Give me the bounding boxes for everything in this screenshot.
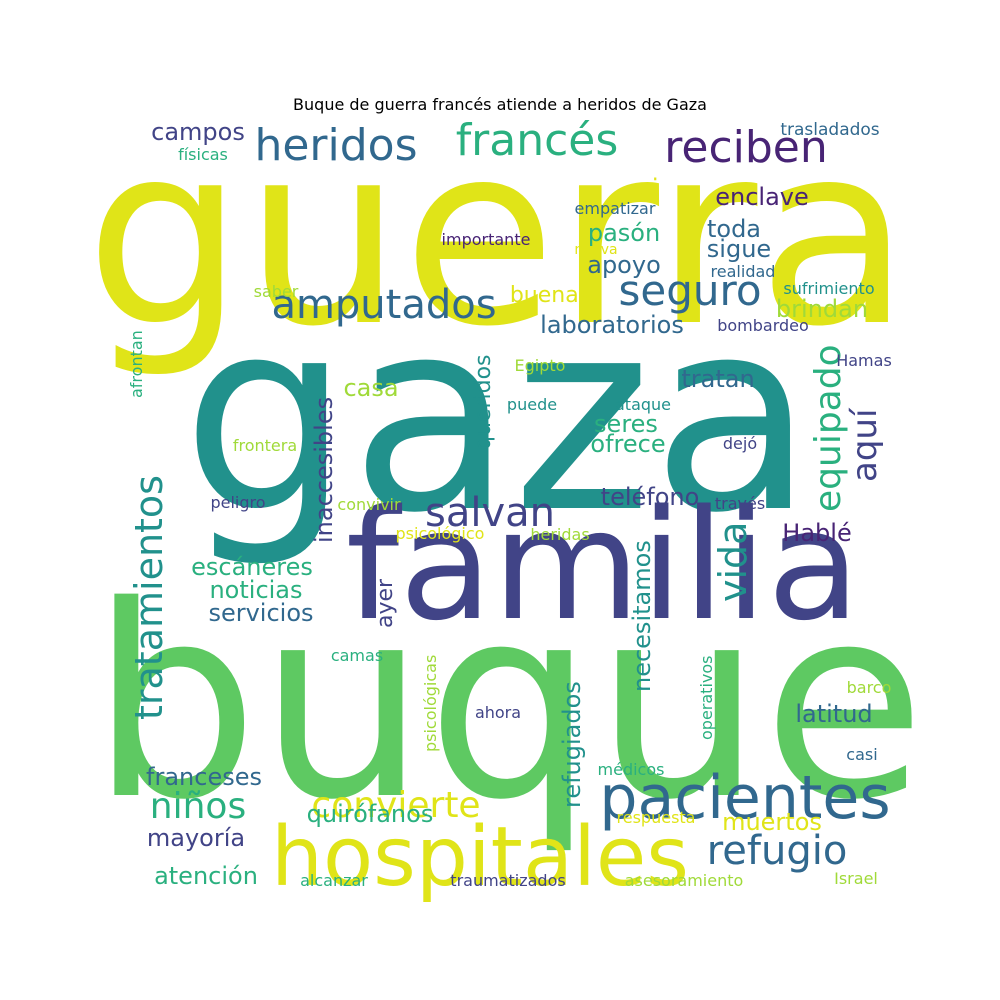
word-12: salvan <box>425 490 555 536</box>
word-16: refugio <box>707 828 848 874</box>
word-21: trasladados <box>780 120 879 140</box>
word-33: buenas <box>510 283 590 308</box>
word-25: toda <box>707 215 761 243</box>
word-64: psicológicas <box>421 655 440 752</box>
word-18: niños <box>150 786 246 827</box>
word-62: servicios <box>208 599 313 627</box>
word-38: bombardeo <box>717 316 809 335</box>
word-60: ayer <box>373 578 398 628</box>
word-81: Israel <box>834 869 878 888</box>
word-41: Egipto <box>515 356 566 375</box>
word-54: través <box>715 494 765 513</box>
word-11: tratamientos <box>127 475 171 720</box>
word-57: Hablé <box>782 519 851 547</box>
word-44: tratan <box>681 365 754 393</box>
word-50: dejó <box>723 434 757 453</box>
word-42: Hamas <box>836 351 892 370</box>
word-27: importante <box>442 230 531 249</box>
word-55: psicológico <box>396 524 485 543</box>
word-24: empatizar <box>575 199 656 218</box>
word-10: seguro <box>618 266 761 315</box>
word-76: mayoría <box>147 824 245 852</box>
word-59: noticias <box>209 576 302 604</box>
word-46: ataque <box>615 395 671 414</box>
word-80: asesoramiento <box>625 871 744 890</box>
word-73: quirófanos <box>307 800 434 828</box>
word-23: enclave <box>715 183 809 211</box>
word-39: inaccesibles <box>310 397 338 543</box>
word-74: muertos <box>722 808 822 836</box>
word-52: teléfono <box>601 483 700 511</box>
word-29: sigue <box>707 235 771 263</box>
word-58: escáneres <box>191 553 313 581</box>
word-15: aquí <box>845 407 885 482</box>
word-67: barco <box>847 678 892 697</box>
word-19: campos <box>151 118 245 146</box>
word-47: seres <box>594 410 658 438</box>
word-45: puede <box>507 395 557 414</box>
word-34: sufrimiento <box>783 279 874 298</box>
word-49: frontera <box>233 436 297 455</box>
word-9: amputados <box>271 282 496 328</box>
word-68: latitud <box>795 700 872 728</box>
word-36: afrontan <box>127 330 146 398</box>
word-78: alcanzar <box>300 871 368 890</box>
word-32: saber <box>254 282 299 301</box>
word-63: camas <box>331 646 383 665</box>
word-31: realidad <box>711 262 776 281</box>
word-1: gaza <box>182 263 814 571</box>
word-5: pacientes <box>599 763 890 833</box>
word-72: franceses <box>146 763 262 791</box>
word-37: laboratorios <box>540 311 684 339</box>
word-56: heridas <box>530 525 589 544</box>
word-14: vida <box>711 522 755 602</box>
word-71: médicos <box>598 760 665 779</box>
word-17: convierte <box>311 785 480 826</box>
word-0: guerra <box>85 90 910 381</box>
word-35: brindan <box>776 295 868 323</box>
word-70: casi <box>846 745 877 764</box>
word-22: si <box>639 174 658 202</box>
word-65: refugiados <box>558 681 586 808</box>
word-66: operativos <box>697 656 716 740</box>
word-13: equipado <box>808 344 849 512</box>
word-3: familia <box>346 477 861 654</box>
word-2: buque <box>90 550 925 858</box>
word-20: físicas <box>178 145 228 164</box>
word-8: reciben <box>664 122 828 173</box>
word-75: respuesta <box>617 808 696 827</box>
word-51: peligro <box>210 493 265 512</box>
word-53: convivir <box>337 495 401 514</box>
chart-title: Buque de guerra francés atiende a herido… <box>293 95 707 114</box>
word-77: atención <box>154 862 258 890</box>
word-28: nueva <box>574 242 617 258</box>
word-61: necesitamos <box>628 540 656 692</box>
word-7: francés <box>456 115 619 166</box>
word-30: apoyo <box>587 251 661 279</box>
word-69: ahora <box>475 703 521 722</box>
word-4: hospitales <box>271 810 689 905</box>
word-79: traumatizados <box>450 871 565 890</box>
word-26: pasón <box>588 219 660 247</box>
word-48: ofrece <box>590 430 665 458</box>
word-40: queridos <box>471 355 496 451</box>
word-43: casa <box>343 374 398 402</box>
word-6: heridos <box>254 120 417 171</box>
